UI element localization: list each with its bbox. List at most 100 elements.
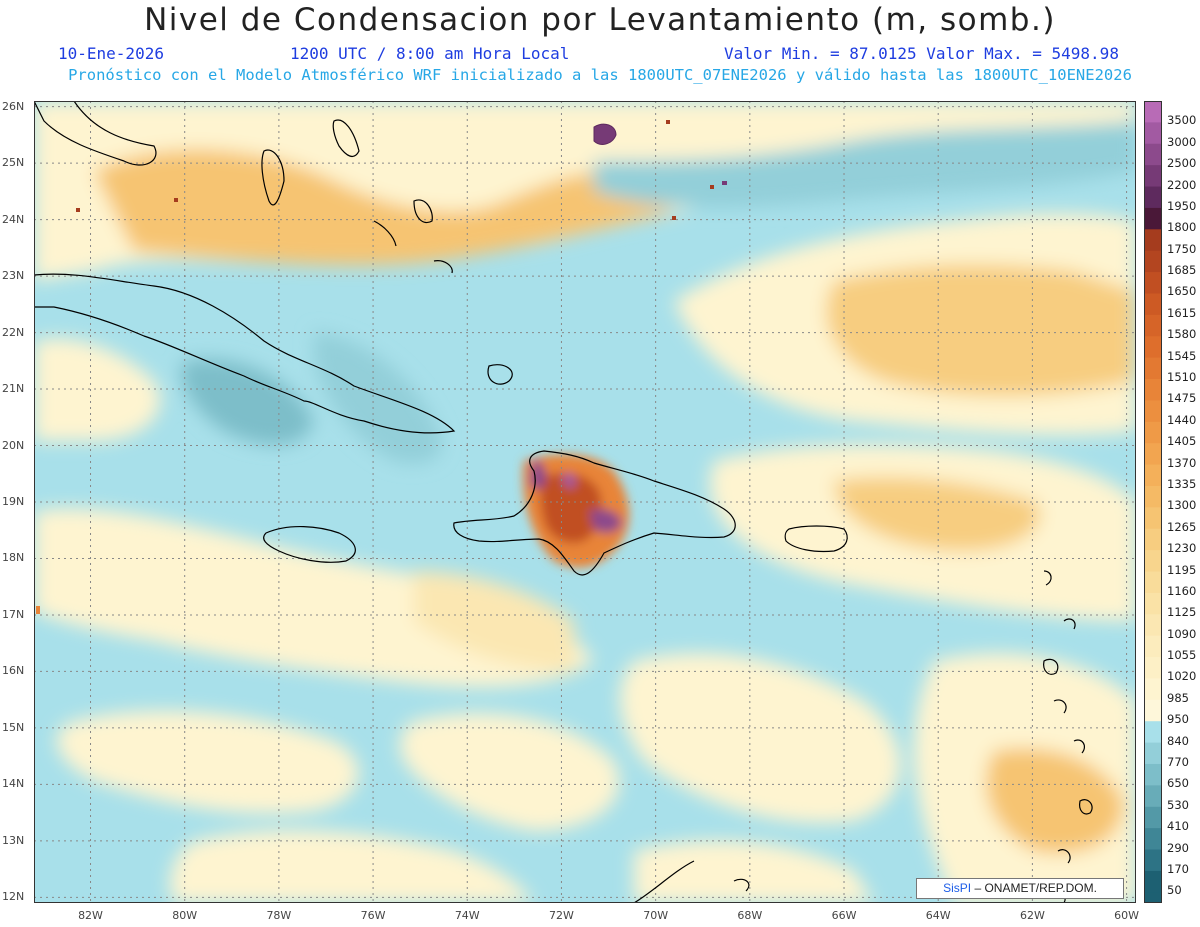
colorbar-swatch: [1144, 571, 1162, 594]
lat-label: 18N: [2, 551, 25, 565]
colorbar-level-label: 1300: [1167, 498, 1197, 513]
colorbar-swatch: [1144, 314, 1162, 337]
lon-label: 74W: [454, 909, 480, 922]
lat-label: 20N: [2, 438, 25, 452]
colorbar-swatch: [1144, 357, 1162, 380]
credit-box: SisPI – ONAMET/REP.DOM.: [916, 878, 1124, 899]
lat-label: 24N: [2, 212, 25, 226]
colorbar-level-label: 3000: [1167, 134, 1197, 149]
lat-label: 14N: [2, 777, 25, 791]
lon-label: 64W: [925, 909, 951, 922]
colorbar-level-label: 1370: [1167, 455, 1197, 470]
colorbar-swatch: [1144, 699, 1162, 722]
colorbar-level-label: 2200: [1167, 177, 1197, 192]
lat-label: 22N: [2, 325, 25, 339]
colorbar-swatch: [1144, 550, 1162, 573]
colorbar-level-label: 1650: [1167, 284, 1197, 299]
colorbar-level-label: 1800: [1167, 220, 1197, 235]
colorbar-swatch: [1144, 870, 1162, 893]
lon-label: 72W: [549, 909, 574, 922]
colorbar-swatch: [1144, 336, 1162, 359]
forecast-description: Pronóstico con el Modelo Atmosférico WRF…: [68, 66, 1132, 84]
colorbar-swatch: [1144, 229, 1162, 252]
northern-spots: [36, 120, 727, 614]
colorbar: [1144, 101, 1162, 903]
colorbar-swatch: [1144, 528, 1162, 551]
colorbar-level-label: 3500: [1167, 113, 1197, 128]
lat-label: 21N: [2, 382, 25, 396]
colorbar-level-label: 50: [1167, 883, 1182, 898]
coastlines: [34, 101, 1093, 903]
colorbar-level-label: 1195: [1167, 562, 1197, 577]
lon-label: 78W: [266, 909, 292, 922]
credit-text: ONAMET/REP.DOM.: [984, 881, 1097, 895]
colorbar-level-label: 1545: [1167, 348, 1197, 363]
lon-label: 60W: [1114, 909, 1140, 922]
lat-label: 15N: [2, 720, 25, 734]
lon-label: 80W: [172, 909, 198, 922]
colorbar-level-label: 650: [1167, 776, 1189, 791]
colorbar-swatch: [1144, 400, 1162, 423]
colorbar-swatch: [1144, 763, 1162, 786]
colorbar-level-label: 170: [1167, 861, 1189, 876]
lat-label: 12N: [2, 890, 25, 904]
credit-separator: –: [974, 881, 985, 895]
colorbar-swatch: [1144, 165, 1162, 188]
hispaniola-hotspot: [523, 454, 629, 568]
lat-label: 13N: [2, 833, 25, 847]
lon-label: 62W: [1019, 909, 1045, 922]
colorbar-swatch: [1144, 421, 1162, 444]
colorbar-level-label: 1055: [1167, 648, 1197, 663]
colorbar-level-label: 1020: [1167, 669, 1197, 684]
colorbar-level-label: 1580: [1167, 327, 1197, 342]
lon-label: 68W: [737, 909, 763, 922]
forecast-date: 10-Ene-2026: [58, 44, 164, 63]
colorbar-swatch: [1144, 101, 1162, 123]
colorbar-level-label: 1090: [1167, 626, 1197, 641]
lon-label: 82W: [78, 909, 103, 922]
colorbar-swatch: [1144, 678, 1162, 701]
colorbar-swatch: [1144, 207, 1162, 230]
colorbar-swatch: [1144, 785, 1162, 808]
colorbar-swatch: [1144, 464, 1162, 487]
lat-label: 25N: [2, 156, 25, 170]
colorbar-level-label: 1265: [1167, 519, 1197, 534]
colorbar-level-label: 530: [1167, 797, 1189, 812]
colorbar-swatch: [1144, 143, 1162, 166]
colorbar-level-label: 2500: [1167, 156, 1197, 171]
sispi-logo: SisPI: [943, 881, 972, 895]
colorbar-swatch: [1144, 635, 1162, 658]
colorbar-level-label: 770: [1167, 754, 1189, 769]
colorbar-border: [1144, 101, 1162, 903]
forecast-time: 1200 UTC / 8:00 am Hora Local: [290, 44, 570, 63]
colorbar-level-label: 1405: [1167, 434, 1197, 449]
lat-label: 23N: [2, 269, 25, 283]
colorbar-level-label: 1685: [1167, 263, 1197, 278]
min-max-values: Valor Min. = 87.0125 Valor Max. = 5498.9…: [724, 44, 1119, 63]
lon-label: 70W: [643, 909, 669, 922]
colorbar-level-label: 1335: [1167, 476, 1197, 491]
colorbar-swatch: [1144, 849, 1162, 872]
lat-label: 17N: [2, 607, 25, 621]
colorbar-level-label: 950: [1167, 712, 1189, 727]
colorbar-swatch: [1144, 828, 1162, 851]
colorbar-level-label: 1230: [1167, 541, 1197, 556]
colorbar-level-label: 1160: [1167, 583, 1197, 598]
colorbar-swatch: [1144, 485, 1162, 508]
colorbar-level-label: 1615: [1167, 305, 1197, 320]
colorbar-swatch: [1144, 379, 1162, 402]
colorbar-swatch: [1144, 657, 1162, 680]
colorbar-level-label: 1750: [1167, 241, 1197, 256]
lat-lon-grid: [34, 101, 1136, 903]
colorbar-swatch: [1144, 592, 1162, 615]
colorbar-level-label: 1510: [1167, 370, 1197, 385]
colorbar-swatch: [1144, 443, 1162, 466]
colorbar-level-label: 1440: [1167, 412, 1197, 427]
colorbar-swatch: [1144, 272, 1162, 295]
colorbar-swatch: [1144, 250, 1162, 273]
colorbar-level-label: 1950: [1167, 198, 1197, 213]
colorbar-swatch: [1144, 742, 1162, 765]
colorbar-swatch: [1144, 614, 1162, 637]
colorbar-swatch: [1144, 293, 1162, 316]
colorbar-level-label: 840: [1167, 733, 1189, 748]
